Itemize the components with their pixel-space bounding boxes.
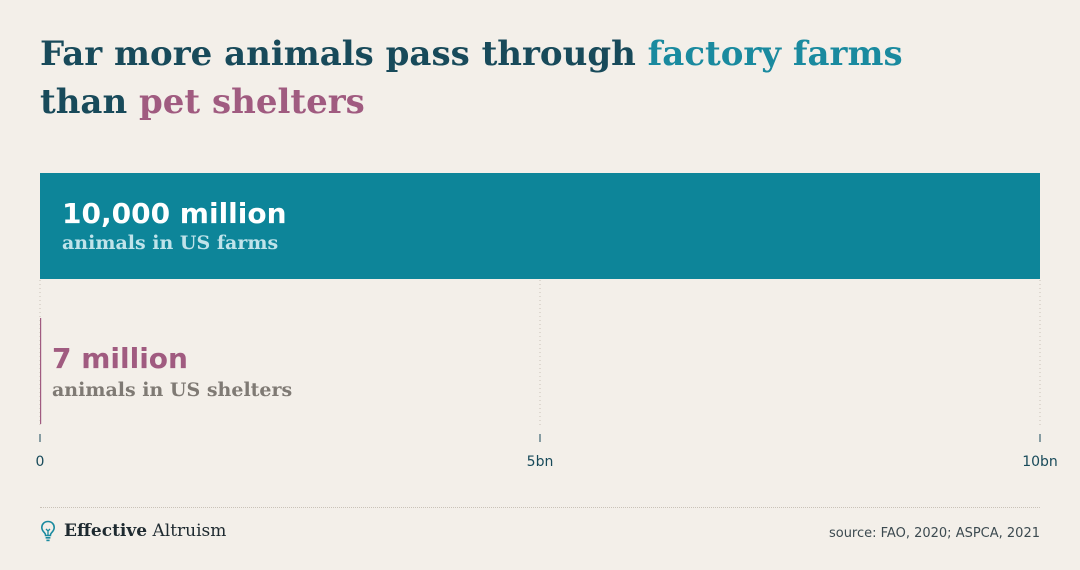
bar-1 — [40, 318, 42, 424]
title-line1-prefix: Far more animals pass through — [40, 34, 648, 74]
title-highlight-farms: factory farms — [647, 34, 903, 74]
bar-value-label-1: 7 million — [52, 342, 188, 375]
logo-text-regular: Altruism — [152, 521, 227, 541]
chart-title: Far more animals pass through factory fa… — [40, 30, 1040, 126]
title-line2-prefix: than — [40, 82, 140, 122]
lightbulb-icon — [40, 520, 56, 542]
source-note: source: FAO, 2020; ASPCA, 2021 — [828, 526, 1040, 541]
tick-label-0: 0 — [36, 454, 45, 470]
logo-text-bold: Effective — [64, 521, 148, 541]
tick-label-1: 5bn — [527, 454, 554, 470]
bar-0 — [40, 173, 1040, 279]
bar-description-1: animals in US shelters — [52, 379, 292, 401]
bar-value-label-0: 10,000 million — [62, 197, 287, 230]
effective-altruism-logo: Effective Altruism — [40, 520, 226, 542]
tick-label-2: 10bn — [1022, 454, 1058, 470]
bar-description-0: animals in US farms — [62, 232, 278, 254]
title-highlight-shelters: pet shelters — [139, 82, 365, 122]
footer-divider — [40, 507, 1040, 508]
